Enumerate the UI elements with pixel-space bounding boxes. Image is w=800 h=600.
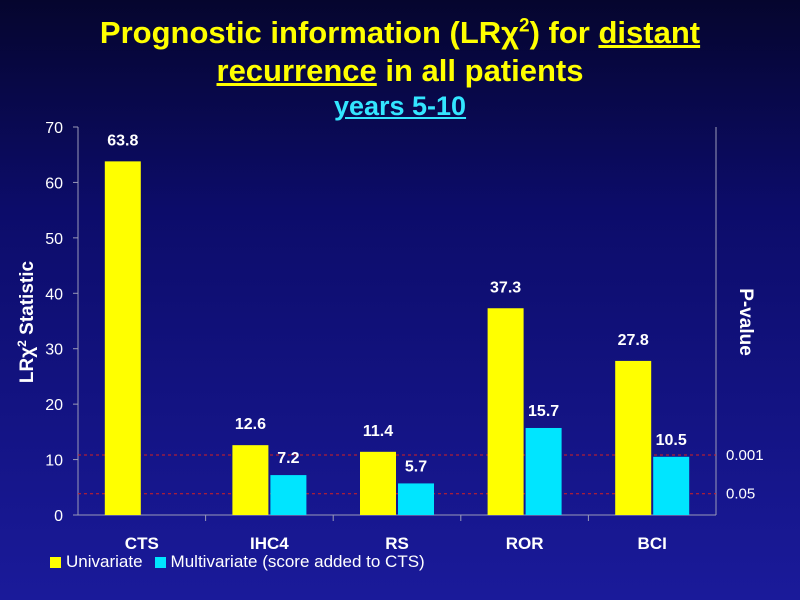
chart-title: Prognostic information (LRχ2) for distan… bbox=[0, 14, 800, 90]
data-label: 27.8 bbox=[618, 332, 649, 349]
title-sup: 2 bbox=[519, 15, 530, 37]
data-label: 5.7 bbox=[405, 458, 427, 475]
bar bbox=[270, 475, 307, 515]
legend-item-multivariate: Multivariate (score added to CTS) bbox=[154, 552, 425, 572]
legend-item-univariate: Univariate bbox=[50, 552, 143, 572]
data-label: 11.4 bbox=[363, 423, 393, 440]
bar bbox=[360, 451, 396, 515]
x-tick-label: IHC4 bbox=[250, 534, 289, 553]
y2-axis-label: P-value bbox=[735, 288, 756, 356]
x-tick-label: CTS bbox=[125, 534, 159, 553]
title-part2: ) for bbox=[529, 15, 599, 50]
threshold-label: 0.001 bbox=[726, 447, 764, 464]
bar bbox=[653, 456, 690, 515]
bar bbox=[525, 427, 562, 515]
bar bbox=[487, 308, 524, 515]
bar bbox=[232, 445, 269, 515]
chart-subtitle: years 5-10 bbox=[333, 91, 467, 121]
title-distant: distant bbox=[598, 15, 701, 50]
y-tick-label: 60 bbox=[45, 175, 63, 192]
data-label: 15.7 bbox=[528, 403, 559, 420]
x-tick-label: ROR bbox=[506, 534, 544, 553]
y-tick-label: 20 bbox=[45, 397, 63, 414]
title-recurrence: recurrence bbox=[216, 53, 377, 88]
legend: Univariate Multivariate (score added to … bbox=[50, 552, 437, 572]
y-axis-label: LRχ2 Statistic bbox=[15, 261, 38, 384]
title-part3: in all patients bbox=[376, 53, 584, 88]
legend-label-multivariate: Multivariate (score added to CTS) bbox=[170, 552, 425, 571]
data-label: 37.3 bbox=[490, 279, 521, 296]
bar bbox=[398, 483, 434, 515]
title-chi: χ bbox=[501, 15, 520, 50]
y-tick-label: 10 bbox=[45, 453, 63, 470]
y-tick-label: 50 bbox=[45, 231, 63, 248]
data-label: 63.8 bbox=[107, 132, 138, 149]
y-tick-label: 0 bbox=[54, 508, 63, 525]
legend-label-univariate: Univariate bbox=[66, 552, 143, 571]
y-tick-label: 70 bbox=[45, 120, 63, 137]
legend-swatch-multivariate bbox=[154, 556, 166, 568]
y-tick-label: 30 bbox=[45, 342, 63, 359]
legend-swatch-univariate bbox=[50, 556, 61, 568]
threshold-label: 0.05 bbox=[726, 486, 755, 503]
data-label: 12.6 bbox=[235, 416, 266, 433]
bar bbox=[104, 161, 141, 515]
x-tick-label: RS bbox=[385, 534, 409, 553]
title-part1: Prognostic information (LR bbox=[99, 15, 502, 50]
bar bbox=[615, 360, 652, 515]
data-label: 10.5 bbox=[656, 432, 687, 449]
data-label: 7.2 bbox=[277, 450, 299, 467]
x-tick-label: BCI bbox=[638, 534, 667, 553]
y-tick-label: 40 bbox=[45, 286, 63, 303]
